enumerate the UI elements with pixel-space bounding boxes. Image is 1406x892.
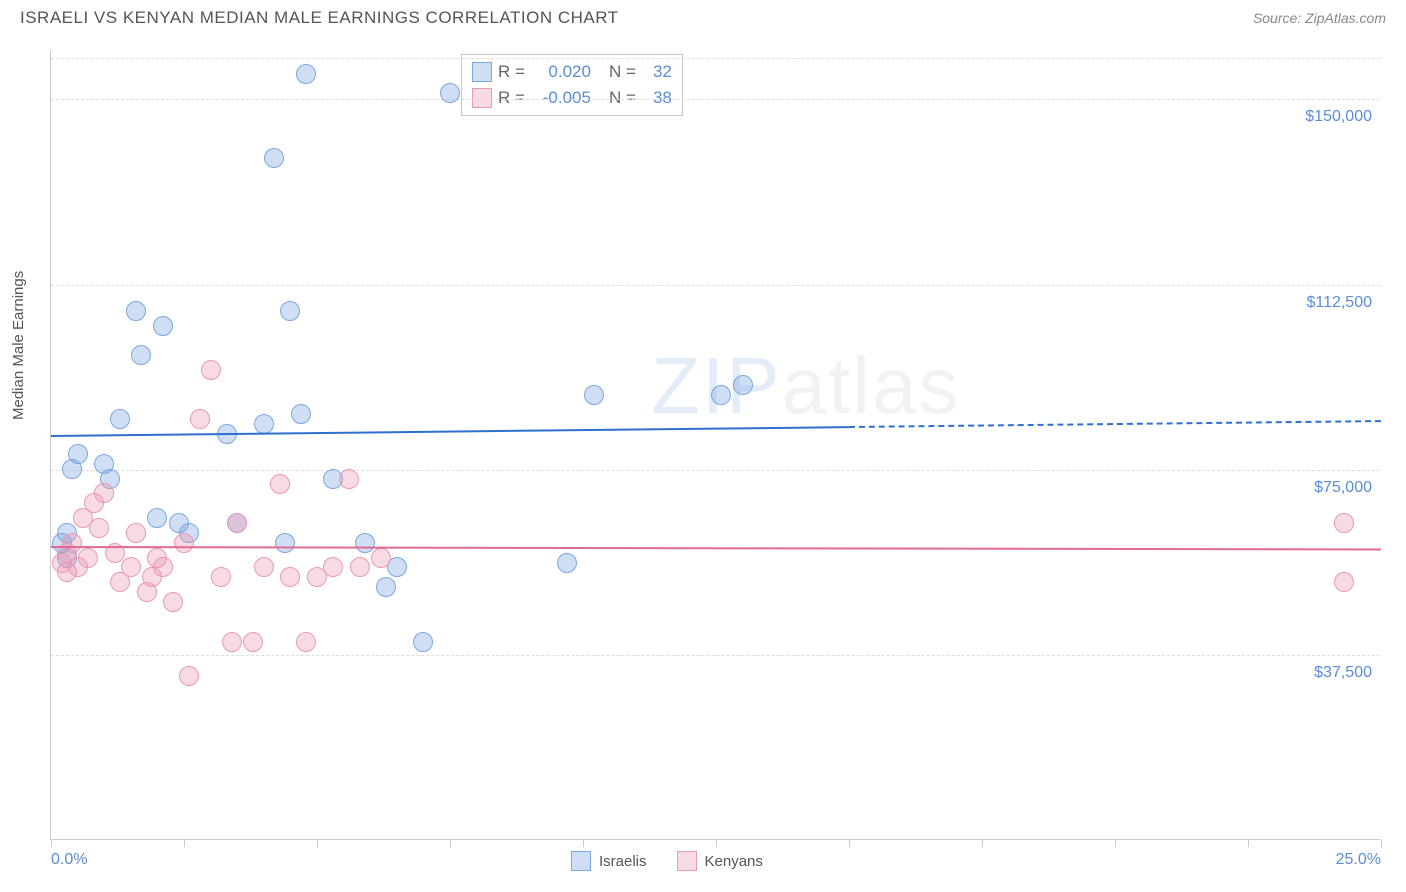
legend-row: R = -0.005 N = 38 [472,85,672,111]
x-tick [51,839,52,847]
y-axis-label: Median Male Earnings [10,271,27,420]
data-point [280,567,300,587]
data-point [440,83,460,103]
x-tick [1248,839,1249,847]
legend-row: R = 0.020 N = 32 [472,59,672,85]
data-point [557,553,577,573]
data-point [339,469,359,489]
data-point [254,557,274,577]
legend-item: Israelis [571,851,647,871]
gridline [51,285,1380,286]
watermark: ZIPatlas [651,340,960,432]
data-point [89,518,109,538]
data-point [153,557,173,577]
correlation-legend: R = 0.020 N = 32 R = -0.005 N = 38 [461,54,683,116]
trend-line [51,426,849,437]
legend-label: Kenyans [705,853,763,870]
x-tick [1115,839,1116,847]
data-point [68,444,88,464]
legend-swatch [472,88,492,108]
data-point [94,483,114,503]
data-point [126,301,146,321]
x-tick [1381,839,1382,847]
data-point [1334,513,1354,533]
data-point [131,345,151,365]
legend-swatch [677,851,697,871]
legend-item: Kenyans [677,851,763,871]
data-point [733,375,753,395]
n-value: 32 [642,62,672,82]
n-label: N = [609,88,636,108]
legend-swatch [571,851,591,871]
data-point [291,404,311,424]
x-tick-label: 0.0% [51,851,87,869]
data-point [323,557,343,577]
data-point [121,557,141,577]
data-point [254,414,274,434]
gridline [51,655,1380,656]
data-point [413,632,433,652]
chart-plot-area: ZIPatlas R =0.020N =32R =-0.005N =38 Isr… [50,50,1380,840]
y-tick-label: $112,500 [1306,294,1372,312]
data-point [190,409,210,429]
y-tick-label: $75,000 [1314,479,1372,497]
data-point [1334,572,1354,592]
data-point [275,533,295,553]
x-tick [317,839,318,847]
x-tick-label: 25.0% [1336,851,1381,869]
gridline [51,99,1380,100]
x-tick [716,839,717,847]
x-tick [982,839,983,847]
data-point [711,385,731,405]
data-point [280,301,300,321]
data-point [355,533,375,553]
data-point [211,567,231,587]
data-point [264,148,284,168]
x-tick [184,839,185,847]
n-value: 38 [642,88,672,108]
data-point [174,533,194,553]
r-label: R = [498,88,525,108]
data-point [243,632,263,652]
n-label: N = [609,62,636,82]
data-point [126,523,146,543]
gridline [51,470,1380,471]
data-point [227,513,247,533]
data-point [163,592,183,612]
data-point [371,548,391,568]
data-point [296,64,316,84]
data-point [62,533,82,553]
x-tick [450,839,451,847]
x-tick [583,839,584,847]
x-tick [849,839,850,847]
y-tick-label: $150,000 [1305,108,1372,126]
r-label: R = [498,62,525,82]
series-legend: Israelis Kenyans [571,851,763,871]
r-value: 0.020 [531,62,591,82]
gridline [51,58,1380,59]
legend-label: Israelis [599,853,647,870]
data-point [110,409,130,429]
data-point [222,632,242,652]
data-point [153,316,173,336]
source-label: Source: ZipAtlas.com [1253,10,1386,26]
data-point [179,666,199,686]
header: ISRAELI VS KENYAN MEDIAN MALE EARNINGS C… [0,0,1406,32]
data-point [584,385,604,405]
trend-line-dashed [849,420,1381,428]
trend-line [51,546,1381,550]
data-point [201,360,221,380]
data-point [78,548,98,568]
y-tick-label: $37,500 [1314,664,1372,682]
data-point [147,508,167,528]
data-point [270,474,290,494]
data-point [296,632,316,652]
data-point [350,557,370,577]
legend-swatch [472,62,492,82]
data-point [376,577,396,597]
chart-title: ISRAELI VS KENYAN MEDIAN MALE EARNINGS C… [20,8,619,28]
r-value: -0.005 [531,88,591,108]
